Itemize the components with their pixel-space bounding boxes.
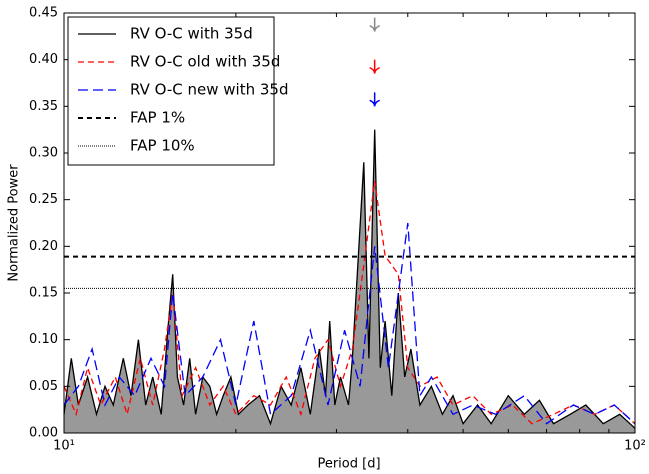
y-tick-label: 0.00: [29, 426, 58, 441]
arrow: [369, 92, 380, 107]
x-tick-label: 10¹: [53, 439, 75, 454]
legend-box: [67, 16, 275, 166]
legend-label: FAP 10%: [130, 137, 195, 155]
y-tick-label: 0.05: [29, 379, 58, 394]
y-tick-label: 0.15: [29, 286, 58, 301]
y-tick-label: 0.25: [29, 192, 58, 207]
y-tick-label: 0.10: [29, 332, 58, 347]
legend: RV O-C with 35d RV O-C old with 35d RV O-C…: [67, 16, 288, 166]
legend-label: RV O-C old with 35d: [130, 53, 280, 71]
legend-label: RV O-C new with 35d: [130, 81, 288, 99]
y-tick-label: 0.35: [29, 99, 58, 114]
y-tick-label: 0.45: [29, 6, 58, 21]
y-tick-label: 0.30: [29, 146, 58, 161]
area: [64, 129, 635, 433]
legend-label: FAP 1%: [130, 109, 185, 127]
x-tick-label: 10²: [624, 439, 646, 454]
series-line: [63, 222, 636, 425]
x-axis-label: Period [d]: [317, 457, 380, 472]
plot-frame: [63, 12, 636, 434]
y-axis-label: Normalized Power: [7, 164, 22, 282]
y-tick-label: 0.40: [29, 52, 58, 67]
series-line: [63, 180, 636, 425]
legend-label: RV O-C with 35d: [130, 25, 253, 43]
y-tick-label: 0.20: [29, 239, 58, 254]
